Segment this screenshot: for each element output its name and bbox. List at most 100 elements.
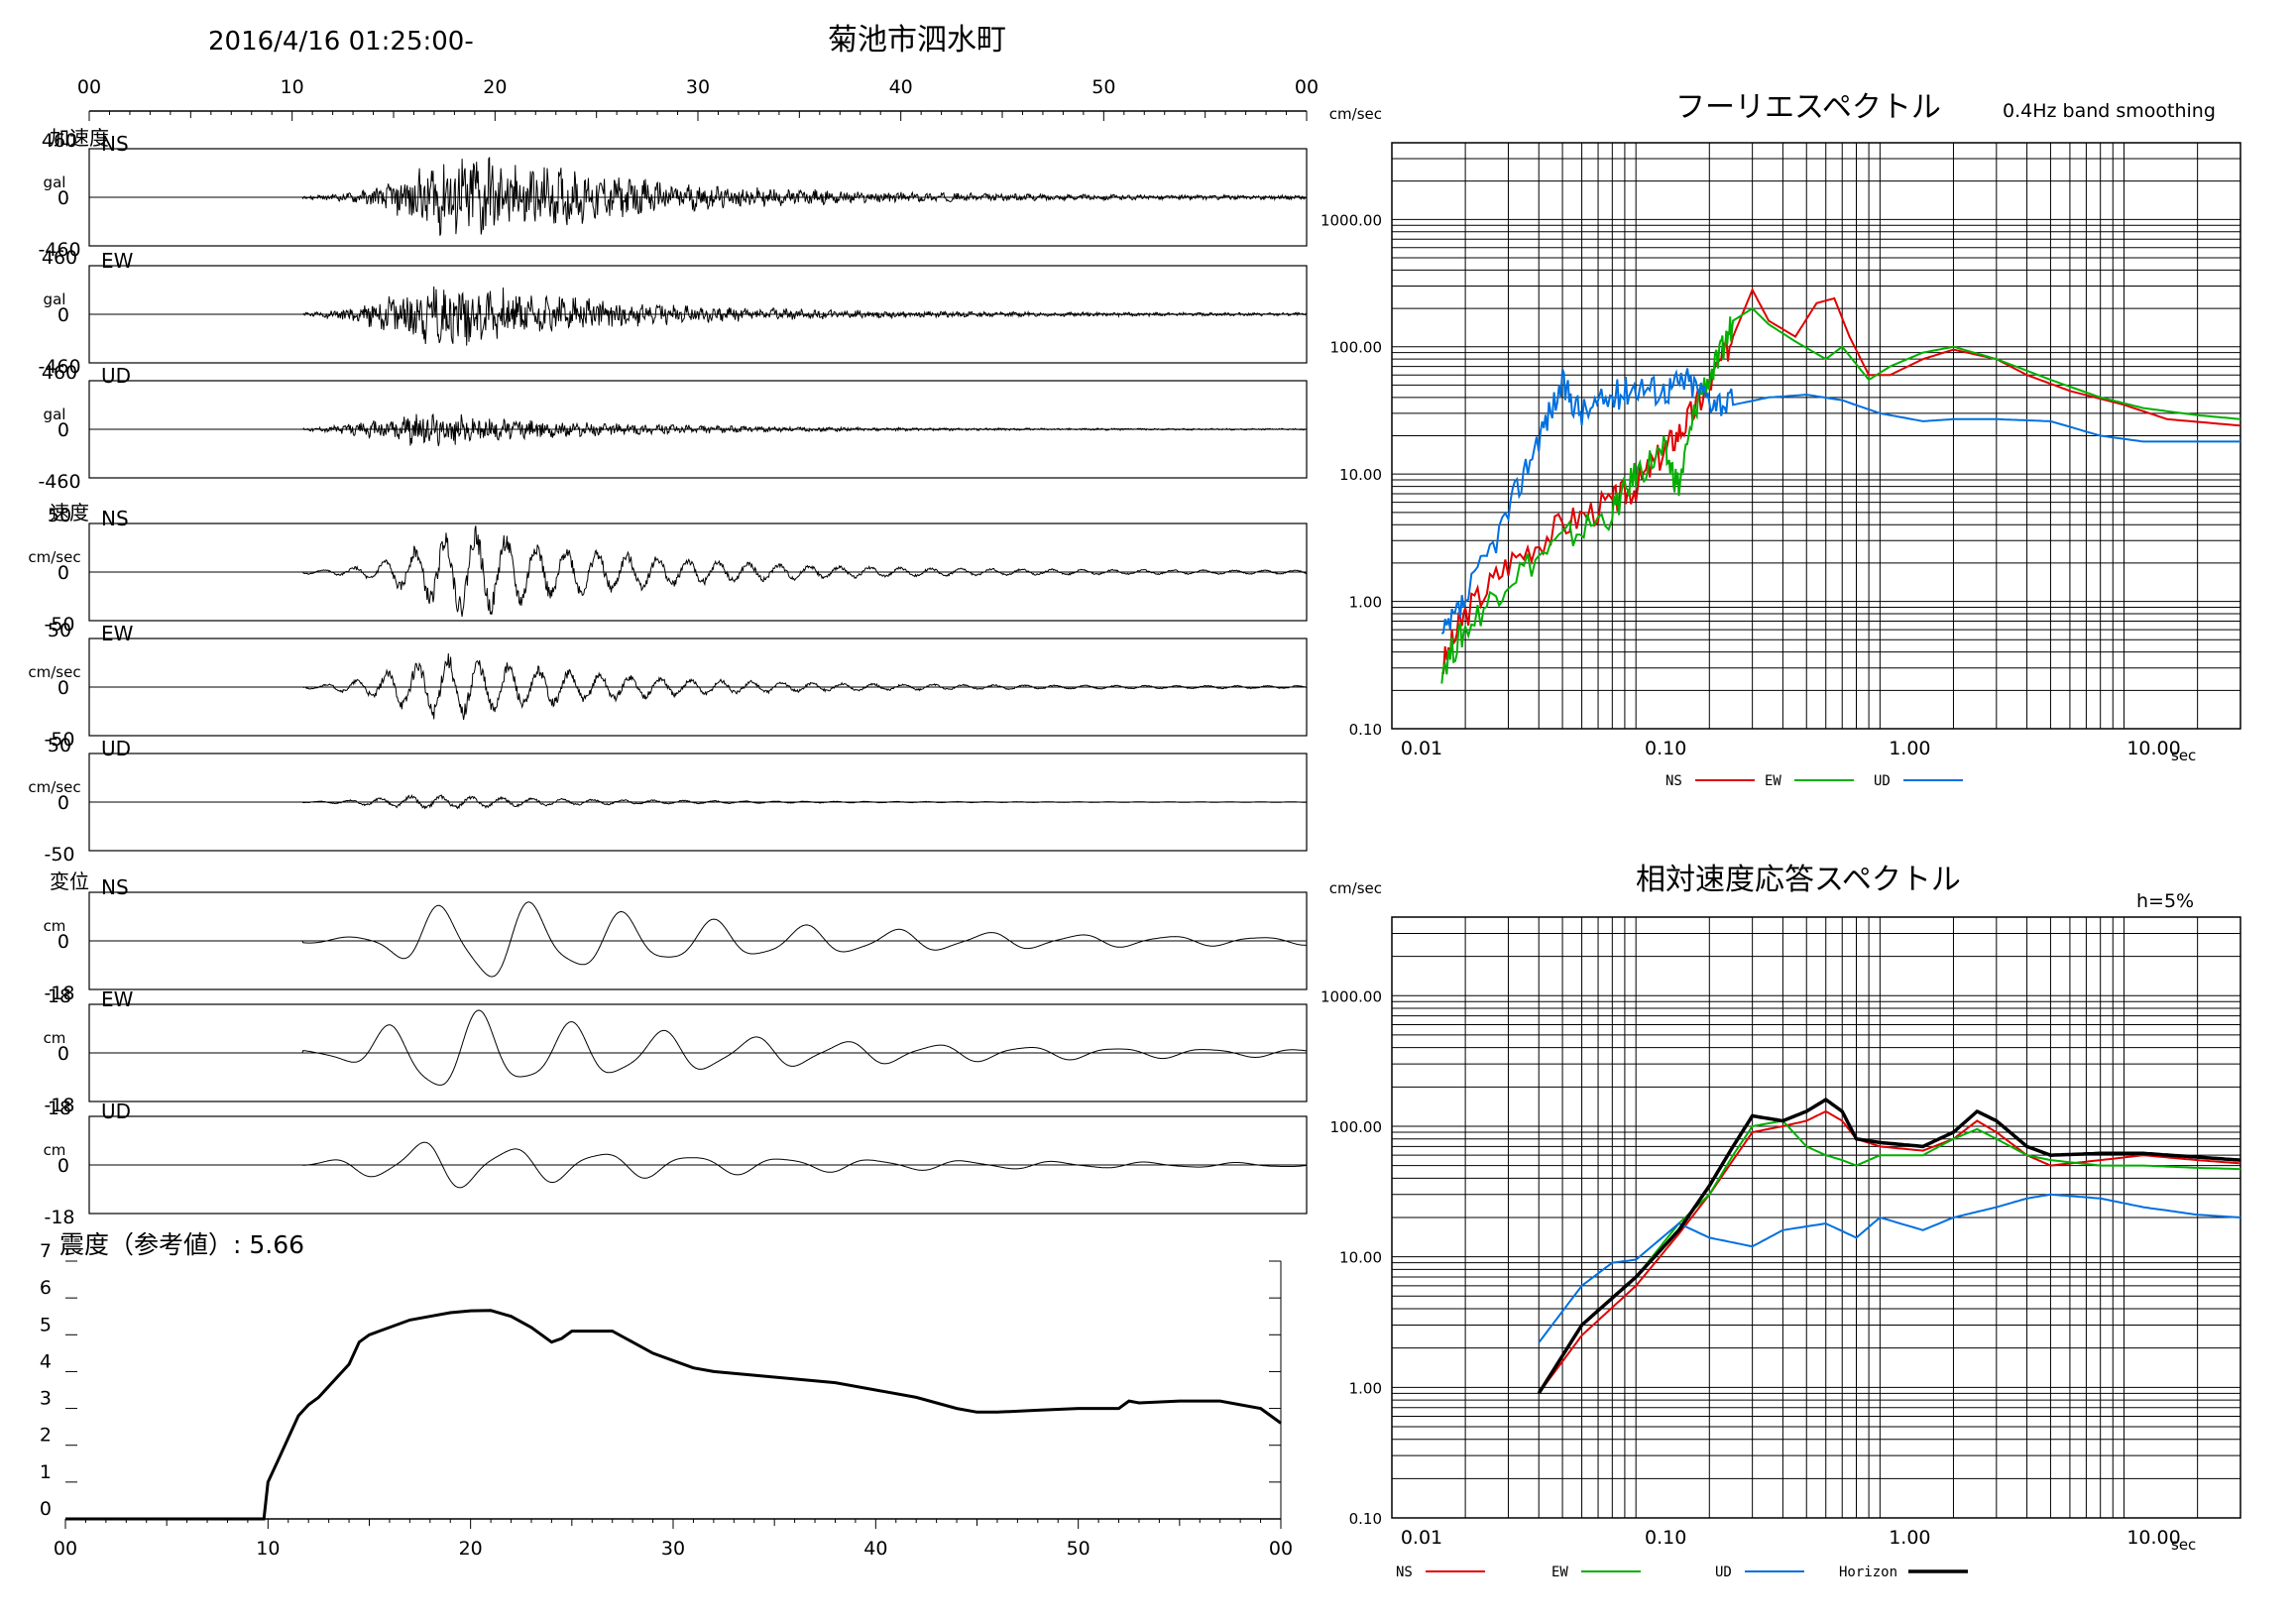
unit-label: cm xyxy=(44,1141,66,1159)
intensity-y-tick-label: 0 xyxy=(40,1498,52,1520)
x-tick-label: 0.10 xyxy=(1645,738,1686,759)
waveform-panel-5: UD 50 0 -50 cm/sec xyxy=(28,735,1308,866)
intensity-x-tick-label: 30 xyxy=(661,1538,685,1560)
legend-label: NS xyxy=(1396,1565,1413,1580)
y-min-label: -18 xyxy=(44,983,74,1004)
y-tick-label: 0.10 xyxy=(1349,1510,1382,1528)
intensity-line xyxy=(65,1309,1282,1521)
legend-label: UD xyxy=(1874,773,1891,789)
y-tick-label: 0.10 xyxy=(1349,721,1382,739)
quantity-label: 変位 xyxy=(50,869,89,893)
x-axis-label: sec xyxy=(2171,1536,2196,1554)
waveform-panels: 00 10 20 30 40 50 00加速度NS4600-460galEW4600-460… xyxy=(28,76,1319,1228)
y-max-label: 460 xyxy=(42,362,77,384)
waveform-panel-1: EW 460 0 -460 gal xyxy=(38,247,1308,378)
intensity-x-tick-label: 00 xyxy=(54,1538,77,1560)
fourier-title: フーリエスペクトル xyxy=(1675,90,1941,125)
intensity-y-tick-label: 3 xyxy=(40,1388,52,1410)
legend-label: Horizon xyxy=(1839,1565,1897,1580)
y-min-label: -50 xyxy=(44,844,74,866)
x-tick-label: 0.01 xyxy=(1401,1527,1442,1549)
y-min-label: -50 xyxy=(44,729,74,751)
waveform-trace xyxy=(89,286,1308,346)
component-label: NS xyxy=(101,875,129,899)
x-tick-label: 1.00 xyxy=(1889,738,1930,759)
x-tick-label: 0.01 xyxy=(1401,738,1442,759)
y-zero-label: 0 xyxy=(57,562,69,584)
y-tick-label: 10.00 xyxy=(1339,1249,1382,1267)
waveform-panel-7: EW 18 0 -18 cm xyxy=(44,985,1308,1116)
response-title: 相対速度応答スペクトル xyxy=(1636,863,1961,897)
y-tick-label: 1000.00 xyxy=(1320,987,1382,1005)
y-min-label: -50 xyxy=(44,614,74,636)
component-label: UD xyxy=(101,1100,131,1123)
intensity-title: 震度（参考値）: 5.66 xyxy=(59,1230,304,1259)
top-axis-tick-label: 40 xyxy=(889,76,913,98)
component-label: NS xyxy=(101,507,129,530)
intensity-y-tick-label: 2 xyxy=(40,1425,52,1447)
waveform-trace xyxy=(89,1141,1308,1189)
y-zero-label: 0 xyxy=(57,419,69,441)
y-max-label: 50 xyxy=(48,620,71,641)
intensity-x-tick-label: 00 xyxy=(1269,1538,1293,1560)
y-tick-label: 100.00 xyxy=(1330,339,1383,357)
waveform-trace xyxy=(89,793,1308,810)
y-tick-label: 10.00 xyxy=(1339,466,1382,484)
y-max-label: 18 xyxy=(48,985,71,1007)
waveform-panel-3: 速度 NS 50 0 -50 cm/sec xyxy=(28,501,1308,636)
legend-label: EW xyxy=(1551,1565,1568,1580)
unit-label: cm/sec xyxy=(28,548,80,566)
x-tick-label: 1.00 xyxy=(1889,1527,1930,1549)
y-zero-label: 0 xyxy=(57,1043,69,1065)
y-max-label: 50 xyxy=(48,505,71,526)
legend-label: EW xyxy=(1765,773,1781,789)
waveform-panel-6: 変位 NS 0 -18 cm xyxy=(44,869,1308,1004)
y-min-label: -460 xyxy=(38,471,80,493)
x-axis-label: sec xyxy=(2171,747,2196,764)
y-min-label: -460 xyxy=(38,356,80,378)
series-ud xyxy=(1440,368,2240,636)
waveform-trace xyxy=(89,412,1307,447)
intensity-chart: 震度（参考値）: 5.66 0 1 2 3 4 5 6 7 00 10 20 30 40 50 00 xyxy=(40,1230,1293,1560)
intensity-y-tick-label: 4 xyxy=(40,1350,52,1372)
component-label: UD xyxy=(101,737,131,760)
y-zero-label: 0 xyxy=(57,792,69,814)
intensity-x-tick-label: 50 xyxy=(1067,1538,1091,1560)
intensity-x-tick-label: 20 xyxy=(459,1538,483,1560)
series-horizon xyxy=(1537,1098,2241,1395)
component-label: EW xyxy=(101,249,134,273)
unit-label: cm xyxy=(44,917,66,935)
response-subtitle: h=5% xyxy=(2136,890,2194,912)
intensity-y-tick-label: 5 xyxy=(40,1314,52,1335)
intensity-y-tick-label: 6 xyxy=(40,1277,52,1299)
component-label: NS xyxy=(101,132,129,156)
top-axis-tick-label: 50 xyxy=(1091,76,1115,98)
y-zero-label: 0 xyxy=(57,677,69,699)
waveform-panel-2: UD 460 0 -460 gal xyxy=(38,362,1308,493)
y-tick-label: 1.00 xyxy=(1349,594,1382,612)
y-zero-label: 0 xyxy=(57,1155,69,1177)
unit-label: cm xyxy=(44,1029,66,1047)
station-name: 菊池市泗水町 xyxy=(828,23,1006,58)
intensity-x-tick-label: 40 xyxy=(863,1538,887,1560)
fourier-spectrum-chart: 0.01 0.10 1.00 10.00 0.10 1.00 10.00 100.00 1000… xyxy=(1320,90,2241,789)
y-tick-label: 1000.00 xyxy=(1320,211,1382,229)
y-max-label: 50 xyxy=(48,735,71,756)
unit-label: cm/sec xyxy=(28,778,80,796)
series-ud xyxy=(1538,1193,2241,1343)
unit-label: cm/sec xyxy=(28,663,80,681)
y-axis-label: cm/sec xyxy=(1329,879,1382,897)
series-ew xyxy=(1538,1119,2240,1394)
y-min-label: -460 xyxy=(38,239,80,261)
y-tick-label: 1.00 xyxy=(1349,1379,1382,1397)
y-tick-label: 100.00 xyxy=(1330,1118,1383,1136)
intensity-y-tick-label: 7 xyxy=(40,1240,52,1262)
waveform-trace xyxy=(89,652,1308,721)
y-zero-label: 0 xyxy=(57,304,69,326)
legend-label: NS xyxy=(1665,773,1682,789)
unit-label: gal xyxy=(44,174,66,191)
waveform-panel-8: UD 18 0 -18 cm xyxy=(44,1098,1308,1228)
y-zero-label: 0 xyxy=(57,187,69,209)
